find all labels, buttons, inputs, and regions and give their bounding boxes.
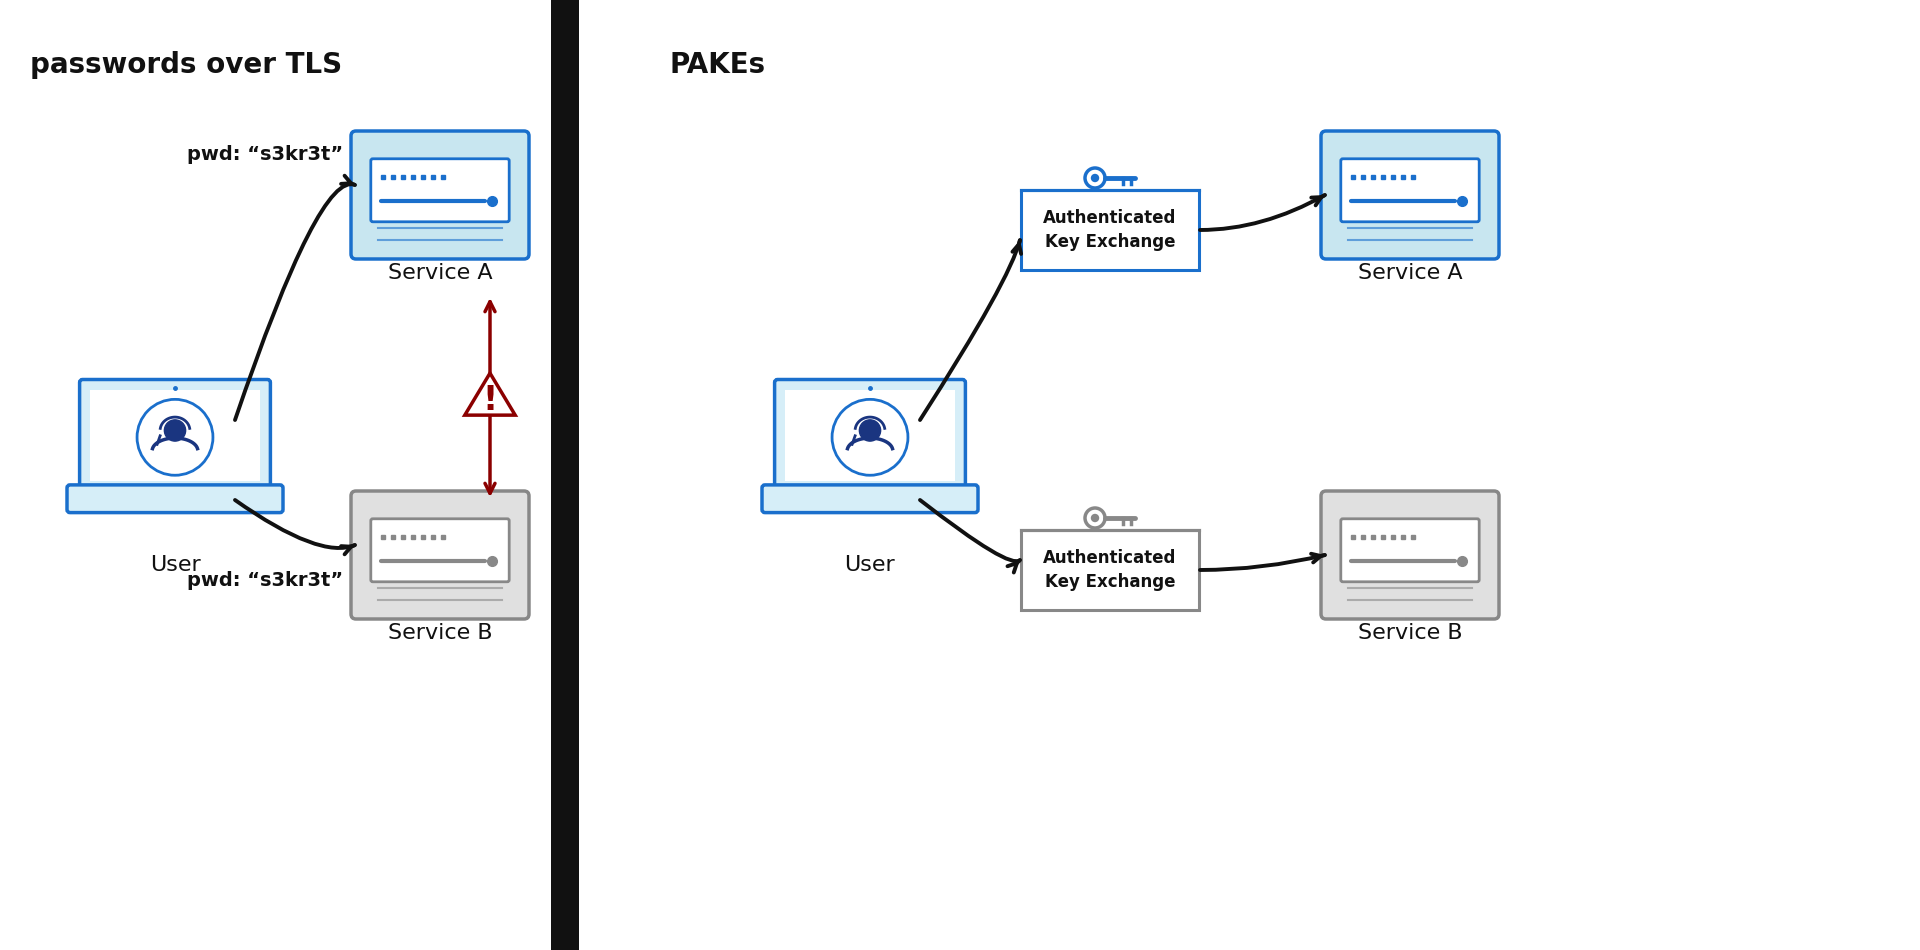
- Text: Service B: Service B: [388, 623, 492, 643]
- FancyBboxPatch shape: [371, 159, 509, 221]
- Text: passwords over TLS: passwords over TLS: [31, 51, 342, 79]
- FancyBboxPatch shape: [67, 484, 282, 513]
- FancyBboxPatch shape: [371, 519, 509, 581]
- Circle shape: [1089, 171, 1102, 185]
- FancyBboxPatch shape: [1340, 519, 1478, 581]
- FancyBboxPatch shape: [351, 491, 530, 619]
- Text: Service B: Service B: [1357, 623, 1463, 643]
- Circle shape: [860, 420, 881, 441]
- Text: pwd: “s3kr3t”: pwd: “s3kr3t”: [186, 145, 344, 164]
- FancyBboxPatch shape: [1021, 190, 1198, 270]
- Text: !: !: [482, 385, 497, 417]
- FancyBboxPatch shape: [1321, 131, 1500, 259]
- Circle shape: [1089, 511, 1102, 525]
- FancyBboxPatch shape: [785, 390, 956, 481]
- FancyBboxPatch shape: [1321, 491, 1500, 619]
- Text: User: User: [845, 555, 895, 575]
- Text: pwd: “s3kr3t”: pwd: “s3kr3t”: [186, 571, 344, 590]
- FancyBboxPatch shape: [774, 379, 966, 491]
- Text: Service A: Service A: [1357, 263, 1463, 283]
- Text: Service A: Service A: [388, 263, 492, 283]
- Bar: [551, 0, 580, 950]
- Circle shape: [1091, 515, 1098, 522]
- Text: User: User: [150, 555, 200, 575]
- Polygon shape: [465, 373, 515, 415]
- FancyBboxPatch shape: [90, 390, 261, 481]
- Text: Authenticated
Key Exchange: Authenticated Key Exchange: [1043, 209, 1177, 251]
- Text: PAKEs: PAKEs: [670, 51, 766, 79]
- FancyBboxPatch shape: [762, 484, 977, 513]
- FancyBboxPatch shape: [79, 379, 271, 491]
- Circle shape: [165, 420, 186, 441]
- FancyBboxPatch shape: [1021, 530, 1198, 610]
- FancyBboxPatch shape: [351, 131, 530, 259]
- Circle shape: [1091, 175, 1098, 181]
- FancyBboxPatch shape: [1340, 159, 1478, 221]
- Text: Authenticated
Key Exchange: Authenticated Key Exchange: [1043, 549, 1177, 591]
